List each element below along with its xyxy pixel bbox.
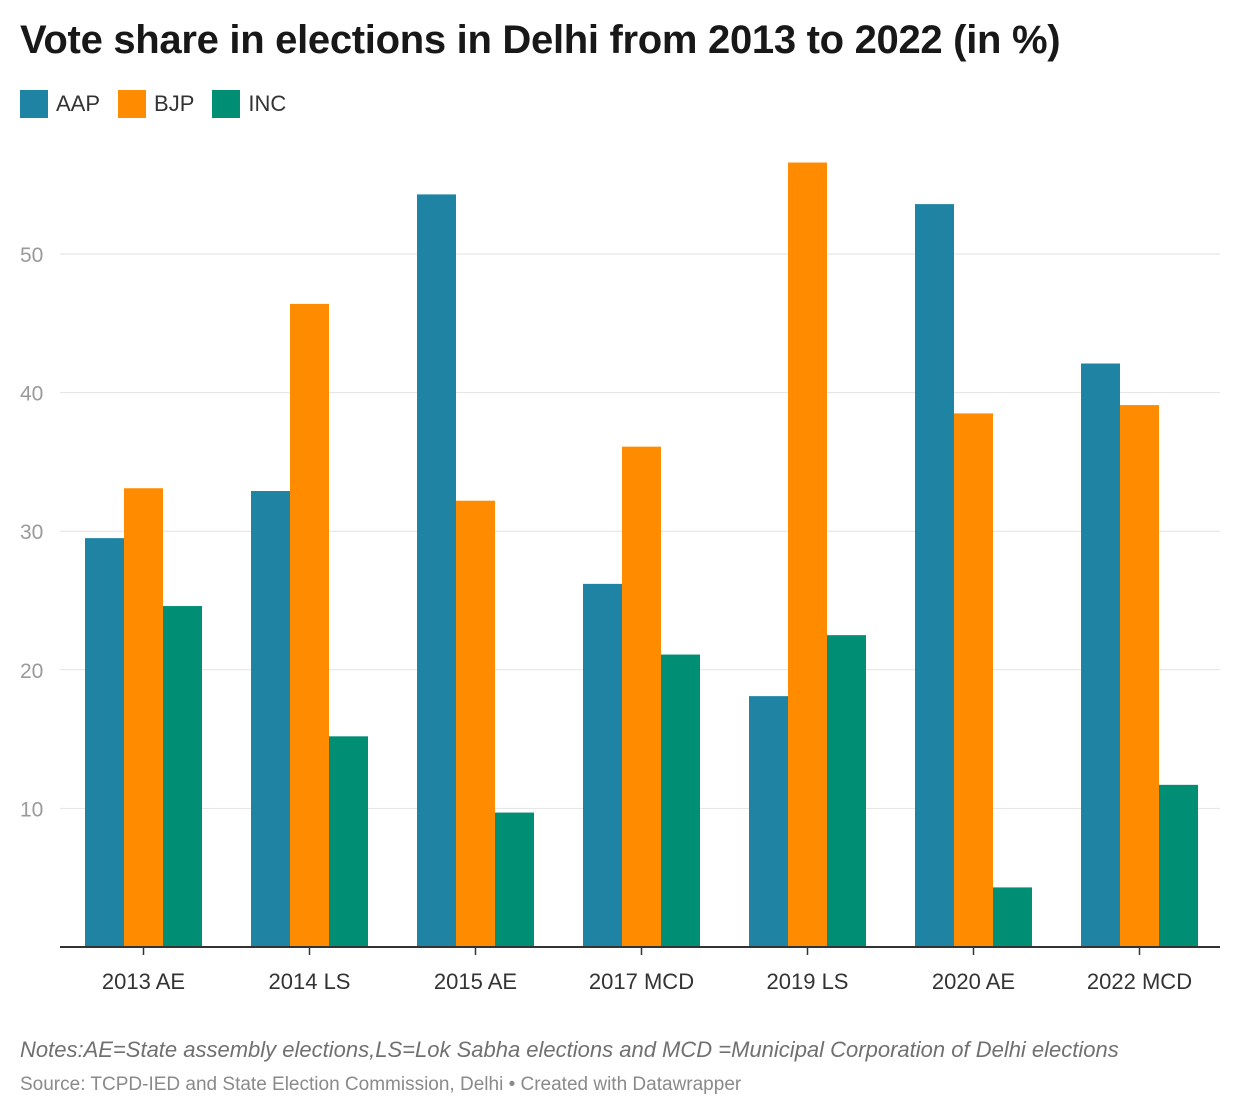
y-tick-label: 30 (20, 521, 43, 544)
bar-aap (251, 491, 290, 947)
bar-aap (915, 204, 954, 947)
bar-inc (329, 736, 368, 947)
bar-aap (85, 538, 124, 947)
x-tick-label: 2019 LS (767, 969, 849, 994)
bar-bjp (124, 488, 163, 947)
bar-bjp (954, 413, 993, 947)
x-tick-label: 2014 LS (269, 969, 351, 994)
legend-swatch-aap (20, 90, 48, 118)
x-tick-label: 2020 AE (932, 969, 1015, 994)
bar-aap (1081, 363, 1120, 947)
legend-swatch-inc (212, 90, 241, 118)
bar-inc (827, 635, 866, 947)
bar-inc (163, 606, 202, 947)
legend-label-aap: AAP (56, 91, 101, 116)
x-tick-label: 2017 MCD (589, 969, 694, 994)
bars (85, 162, 1198, 948)
bar-aap (583, 583, 622, 947)
legend-label-inc: INC (248, 91, 287, 116)
legend-label-bjp: BJP (154, 91, 195, 116)
y-tick-label: 50 (20, 244, 43, 267)
bar-aap (417, 194, 456, 948)
bar-inc (661, 654, 700, 947)
legend: AAP BJP INC (20, 90, 286, 118)
x-tick-label: 2015 AE (434, 969, 517, 994)
bar-bjp (788, 162, 827, 948)
legend-swatch-bjp (118, 90, 147, 118)
legend-item-bjp: BJP (118, 90, 194, 118)
bar-inc (1159, 784, 1198, 947)
chart-title: Vote share in elections in Delhi from 20… (20, 18, 1061, 62)
bar-bjp (1120, 405, 1159, 948)
bar-bjp (290, 303, 329, 947)
y-tick-label: 20 (20, 660, 43, 683)
legend-item-aap: AAP (20, 90, 100, 118)
x-tick-label: 2022 MCD (1087, 969, 1192, 994)
x-axis: 2013 AE 2014 LS 2015 AE 2017 MCD 2019 LS 2020… (60, 946, 1220, 994)
legend-item-inc: INC (212, 90, 286, 118)
chart-source: Source: TCPD-IED and State Election Comm… (20, 1074, 742, 1095)
bar-aap (749, 696, 788, 947)
bar-bjp (456, 500, 495, 947)
chart-notes: Notes:AE=State assembly elections,LS=Lok… (20, 1037, 1119, 1062)
y-tick-label: 40 (20, 383, 43, 406)
y-tick-label: 10 (20, 798, 43, 821)
bar-inc (495, 812, 534, 947)
bar-bjp (622, 446, 661, 947)
bar-inc (993, 887, 1032, 947)
x-tick-label: 2013 AE (102, 969, 185, 994)
